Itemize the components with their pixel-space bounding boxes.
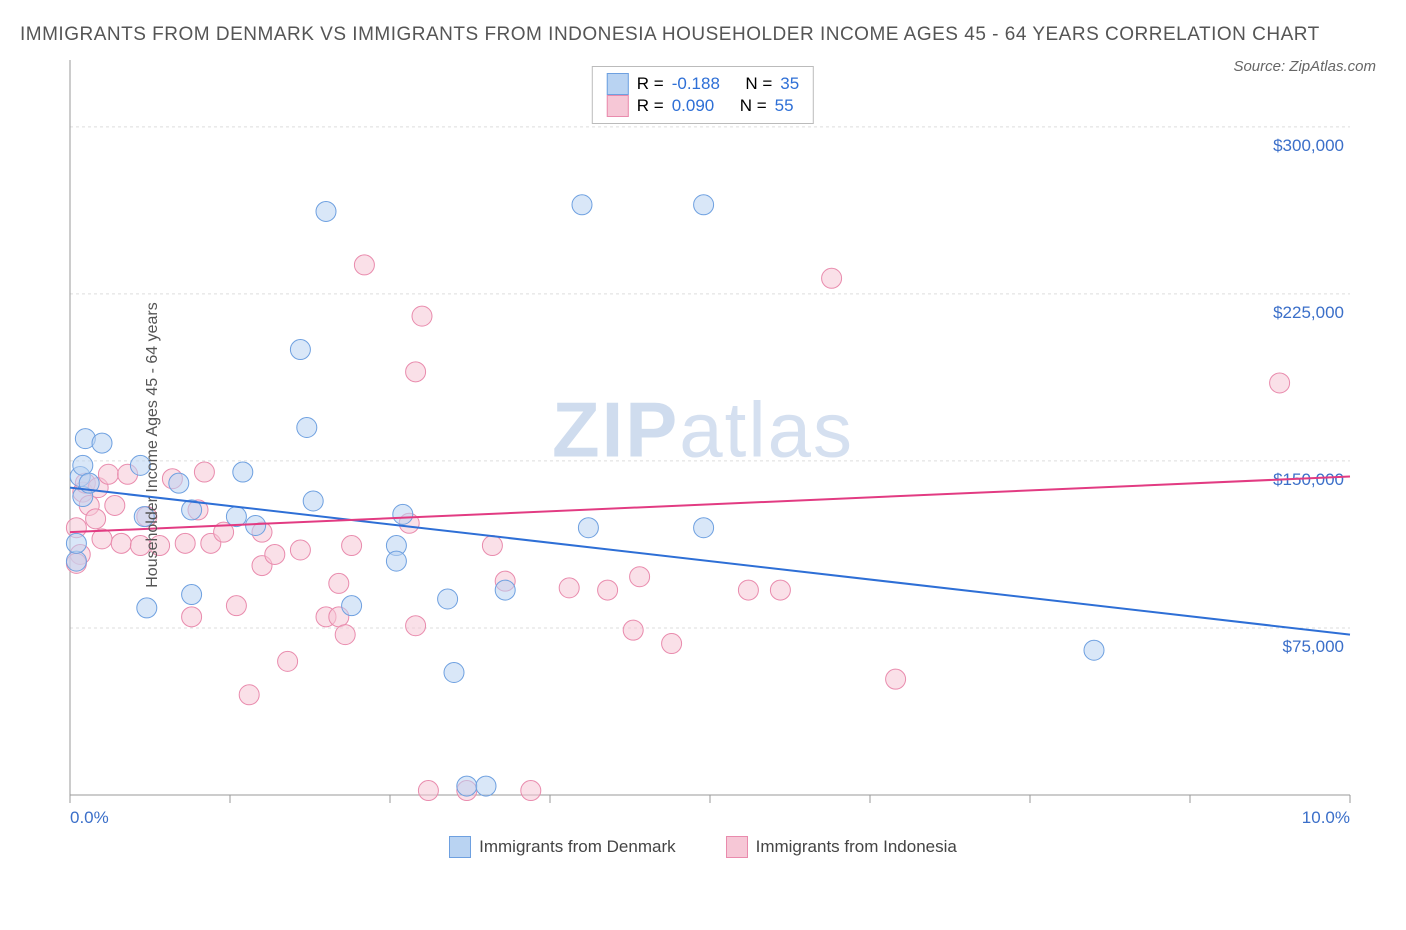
n-label: N = [740,96,767,116]
r-value-indonesia: 0.090 [672,96,715,116]
y-axis-label: Householder Income Ages 45 - 64 years [144,303,162,589]
svg-text:$225,000: $225,000 [1273,303,1344,322]
legend-row-denmark: R = -0.188 N = 35 [607,73,799,95]
n-label: N = [745,74,772,94]
svg-text:10.0%: 10.0% [1302,808,1350,827]
r-label: R = [637,96,664,116]
chart-title: IMMIGRANTS FROM DENMARK VS IMMIGRANTS FR… [20,20,1386,50]
r-value-denmark: -0.188 [672,74,720,94]
svg-text:$300,000: $300,000 [1273,136,1344,155]
correlation-legend: R = -0.188 N = 35 R = 0.090 N = 55 [592,66,814,124]
n-value-denmark: 35 [780,74,799,94]
swatch-indonesia-bottom [726,836,748,858]
legend-label-denmark: Immigrants from Denmark [479,837,675,857]
n-value-indonesia: 55 [775,96,794,116]
swatch-indonesia [607,95,629,117]
r-label: R = [637,74,664,94]
swatch-denmark-bottom [449,836,471,858]
legend-label-indonesia: Immigrants from Indonesia [756,837,957,857]
legend-item-indonesia: Immigrants from Indonesia [726,836,957,858]
legend-row-indonesia: R = 0.090 N = 55 [607,95,799,117]
swatch-denmark [607,73,629,95]
svg-text:0.0%: 0.0% [70,808,109,827]
scatter-chart: $75,000$150,000$225,000$300,0000.0%10.0% [20,60,1360,830]
svg-text:$75,000: $75,000 [1283,637,1344,656]
series-legend: Immigrants from Denmark Immigrants from … [20,836,1386,858]
chart-container: Householder Income Ages 45 - 64 years ZI… [20,60,1386,830]
legend-item-denmark: Immigrants from Denmark [449,836,675,858]
